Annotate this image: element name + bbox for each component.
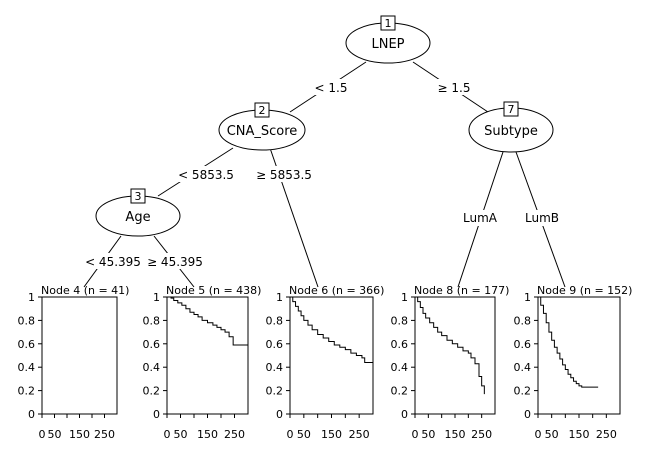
y-tick-label: 0.8 — [143, 314, 161, 327]
y-tick-label: 0.8 — [514, 314, 532, 327]
x-tick-label: 150 — [445, 428, 466, 441]
x-tick-label: 50 — [545, 428, 559, 441]
panel-frame — [166, 296, 249, 415]
edge-label-1-2: < 1.5 — [315, 81, 348, 95]
y-tick-label: 0.4 — [391, 361, 409, 374]
edge-label-7-9: LumB — [525, 211, 559, 225]
x-tick-label: 0 — [287, 428, 294, 441]
x-tick-label: 0 — [164, 428, 171, 441]
edge-label-3-5: ≥ 45.395 — [147, 255, 203, 269]
edge-labels: < 1.5 ≥ 1.5 < 5853.5 ≥ 5853.5 < 45.395 ≥… — [85, 79, 562, 269]
y-tick-label: 1 — [276, 291, 283, 304]
edge-label-2-3: < 5853.5 — [178, 168, 234, 182]
x-tick-label: 150 — [69, 428, 90, 441]
y-tick-label: 1 — [401, 291, 408, 304]
y-tick-label: 0.2 — [266, 385, 284, 398]
node-id-7: 7 — [508, 103, 515, 116]
node-id-1: 1 — [385, 17, 392, 30]
panel-frame — [537, 296, 621, 415]
y-tick-label: 0 — [401, 408, 408, 421]
y-tick-label: 0.6 — [18, 338, 36, 351]
inner-node-7: Subtype 7 — [468, 101, 554, 153]
x-tick-label: 0 — [39, 428, 46, 441]
x-tick-label: 250 — [596, 428, 617, 441]
x-tick-label: 50 — [174, 428, 188, 441]
x-tick-label: 250 — [349, 428, 370, 441]
y-tick-label: 0.2 — [143, 385, 161, 398]
node-label-subtype: Subtype — [484, 124, 538, 139]
x-tick-label: 250 — [471, 428, 492, 441]
edge-label-1-7: ≥ 1.5 — [438, 81, 471, 95]
panel-title: Node 4 (n = 41) — [41, 284, 129, 297]
terminal-node-5: Node 5 (n = 438)00.20.40.60.810 50 150 250 — [143, 284, 262, 441]
x-tick-label: 250 — [94, 428, 115, 441]
inner-node-2: CNA_Score 2 — [218, 102, 306, 151]
node-label-lnep: LNEP — [371, 37, 404, 52]
y-tick-label: 0.8 — [391, 314, 409, 327]
x-tick-label: 0 — [412, 428, 419, 441]
terminal-node-4: Node 4 (n = 41)00.20.40.60.810 50 150 250 — [18, 284, 130, 441]
x-tick-label: 0 — [535, 428, 542, 441]
x-tick-label: 150 — [197, 428, 218, 441]
y-tick-label: 0.4 — [266, 361, 284, 374]
y-tick-label: 0 — [276, 408, 283, 421]
panel-frame — [414, 296, 496, 415]
terminal-node-9: Node 9 (n = 152)00.20.40.60.810 50 150 250 — [514, 284, 633, 441]
y-tick-label: 1 — [153, 291, 160, 304]
y-tick-label: 0 — [153, 408, 160, 421]
y-tick-label: 0 — [28, 408, 35, 421]
panel-title: Node 5 (n = 438) — [166, 284, 261, 297]
y-tick-label: 0.2 — [391, 385, 409, 398]
x-tick-label: 150 — [321, 428, 342, 441]
node-label-cna-score: CNA_Score — [227, 124, 298, 139]
node-id-2: 2 — [259, 104, 266, 117]
y-tick-label: 0.6 — [143, 338, 161, 351]
terminal-node-6: Node 6 (n = 366)00.20.40.60.810 50 150 250 — [266, 284, 385, 441]
y-tick-label: 1 — [28, 291, 35, 304]
inner-node-3: Age 3 — [95, 188, 181, 237]
x-tick-label: 150 — [569, 428, 590, 441]
y-tick-label: 0.4 — [514, 361, 532, 374]
edge-label-7-8: LumA — [463, 211, 498, 225]
survival-curve — [538, 296, 599, 388]
panel-title: Node 6 (n = 366) — [289, 284, 384, 297]
node-id-3: 3 — [135, 190, 142, 203]
edge-label-3-4: < 45.395 — [85, 255, 141, 269]
y-tick-label: 0.8 — [266, 314, 284, 327]
terminal-panels: Node 4 (n = 41)00.20.40.60.810 50 150 250No… — [18, 284, 633, 441]
terminal-node-8: Node 8 (n = 177)00.20.40.60.810 50 150 250 — [391, 284, 510, 441]
panel-title: Node 8 (n = 177) — [414, 284, 509, 297]
x-tick-label: 50 — [297, 428, 311, 441]
y-tick-label: 0.6 — [514, 338, 532, 351]
y-tick-label: 0.6 — [266, 338, 284, 351]
y-tick-label: 0.4 — [143, 361, 161, 374]
y-tick-label: 1 — [524, 291, 531, 304]
edge-label-2-6: ≥ 5853.5 — [256, 168, 312, 182]
survival-curve — [290, 296, 373, 364]
y-tick-label: 0.2 — [18, 385, 36, 398]
panel-title: Node 9 (n = 152) — [537, 284, 632, 297]
survival-curve — [167, 296, 248, 346]
panel-frame — [41, 296, 118, 415]
y-tick-label: 0.6 — [391, 338, 409, 351]
inner-node-1: LNEP 1 — [345, 15, 431, 64]
y-tick-label: 0.2 — [514, 385, 532, 398]
y-tick-label: 0.8 — [18, 314, 36, 327]
y-tick-label: 0 — [524, 408, 531, 421]
y-tick-label: 0.4 — [18, 361, 36, 374]
x-tick-label: 250 — [224, 428, 245, 441]
x-tick-label: 50 — [48, 428, 62, 441]
node-label-age: Age — [125, 210, 150, 225]
survival-curve — [415, 296, 485, 395]
x-tick-label: 50 — [421, 428, 435, 441]
